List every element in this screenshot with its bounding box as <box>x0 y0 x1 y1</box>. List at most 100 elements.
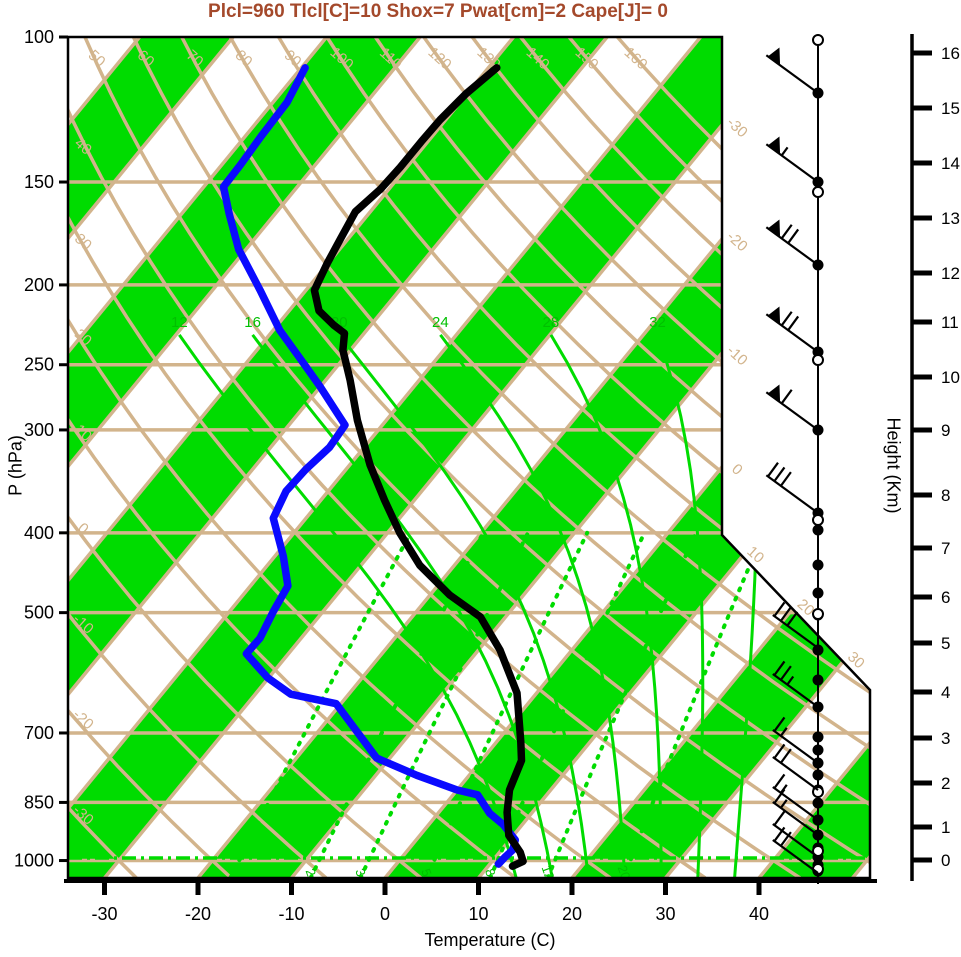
height-tick <box>912 857 932 863</box>
height-tick-label: 16 <box>941 44 960 63</box>
pressure-tick-label: 700 <box>24 723 54 743</box>
pressure-tick-label: 400 <box>24 523 54 543</box>
isotherm-line <box>68 37 235 878</box>
height-axis-title: Height (Km) <box>883 417 904 514</box>
isotherm-line <box>68 37 609 878</box>
grid-label: 3 <box>352 866 369 878</box>
wind-barb-full <box>787 315 800 331</box>
wind-pennant <box>767 219 781 238</box>
temperature-profile <box>310 64 527 870</box>
dry-adiabat-line <box>68 37 423 878</box>
grid-label: 2 <box>303 866 320 878</box>
wind-barb-half <box>780 146 789 157</box>
dewpoint-profile <box>219 64 520 868</box>
wind-barb-shaft <box>772 801 819 836</box>
wind-barb-half <box>786 675 795 686</box>
dry-adiabat-line <box>470 37 870 878</box>
wind-level-dot <box>812 797 824 809</box>
wind-barb-shaft <box>772 839 819 874</box>
grid-label: -10 <box>723 342 750 369</box>
wind-barb-full <box>780 311 793 327</box>
wind-barb-shaft <box>772 614 819 649</box>
wind-level-circle <box>812 34 824 46</box>
wind-pennant <box>767 136 781 155</box>
wind-level-circle <box>812 514 824 526</box>
pressure-tick-label: 200 <box>24 275 54 295</box>
x-tick-label: -30 <box>91 904 117 924</box>
x-tick-label: -20 <box>185 904 211 924</box>
wind-barb-full <box>773 466 786 482</box>
mixing-ratio-line <box>228 530 413 878</box>
grid-label: -20 <box>723 228 750 255</box>
isotherm-line <box>68 37 515 878</box>
wind-barb-full <box>773 810 786 826</box>
dry-adiabat-line <box>228 37 870 878</box>
mixing-ratio-line <box>358 530 530 878</box>
height-tick <box>912 215 932 221</box>
height-tick <box>912 545 932 551</box>
axes <box>59 34 932 895</box>
moist-adiabat-line <box>178 334 518 878</box>
wind-barb-shaft <box>765 54 819 94</box>
wind-barb-full <box>773 826 786 842</box>
wind-barb-half <box>779 727 788 737</box>
wind-barb-shaft <box>765 226 819 266</box>
pressure-tick-label: 300 <box>24 420 54 440</box>
wind-level-dot <box>812 674 824 686</box>
height-tick <box>912 270 932 276</box>
mixing-ratio-line <box>621 530 766 878</box>
grid-label: 28 <box>543 314 560 331</box>
height-tick-label: 12 <box>941 264 960 283</box>
dry-adiabat-line <box>519 37 870 878</box>
plot-border <box>66 35 872 880</box>
moist-adiabat-line <box>656 334 705 878</box>
wind-barb-shaft <box>772 673 819 708</box>
x-axis-tick <box>289 881 294 895</box>
wind-barb-full <box>780 389 793 405</box>
wind-barb-shaft <box>772 756 819 791</box>
x-tick-label: 10 <box>468 904 488 924</box>
grid-label: 30 <box>844 648 868 672</box>
x-axis-tick <box>756 881 762 895</box>
grid-label: 10 <box>743 543 767 567</box>
wind-level-dot <box>812 524 824 536</box>
pressure-tick-label: 100 <box>24 27 54 47</box>
wind-barb-full <box>787 228 800 244</box>
wind-barb-full <box>773 788 786 804</box>
moist-adiabat-line <box>338 333 590 878</box>
dry-adiabat-line <box>68 37 517 878</box>
x-axis-tick <box>102 881 107 895</box>
wind-barb-shaft <box>765 474 819 514</box>
wind-barb-full <box>786 611 799 627</box>
wind-barb-half <box>779 799 788 809</box>
pressure-tick-label: 1000 <box>14 851 54 871</box>
wind-pennant <box>767 47 781 66</box>
grid-label: 12 <box>171 314 188 331</box>
isotherm-line <box>68 37 702 878</box>
wind-barb-full <box>779 665 792 681</box>
height-tick <box>912 492 932 498</box>
height-tick <box>912 640 932 646</box>
height-tick <box>912 374 932 380</box>
height-tick-label: 0 <box>941 851 950 870</box>
mixing-ratio-line <box>308 530 486 878</box>
moist-adiabat-line <box>549 334 663 878</box>
wind-barb-shaft <box>765 391 819 431</box>
mixing-ratio-line <box>545 530 698 878</box>
wind-barb-full <box>767 462 779 478</box>
moist-adiabat-line <box>439 334 627 878</box>
grid-label: 16 <box>244 314 261 331</box>
x-axis-tick <box>476 881 481 895</box>
x-tick-label: 30 <box>655 904 675 924</box>
grid-label: 24 <box>432 314 449 331</box>
height-tick-label: 8 <box>941 486 950 505</box>
plot-area <box>68 37 870 878</box>
green-stripe <box>68 37 608 878</box>
dry-adiabat-line <box>68 37 328 878</box>
height-tick <box>912 50 932 56</box>
x-axis-tick <box>195 881 201 895</box>
dry-adiabat-line <box>68 37 233 878</box>
height-tick-label: 10 <box>941 368 960 387</box>
wind-barb-shaft <box>772 823 819 858</box>
